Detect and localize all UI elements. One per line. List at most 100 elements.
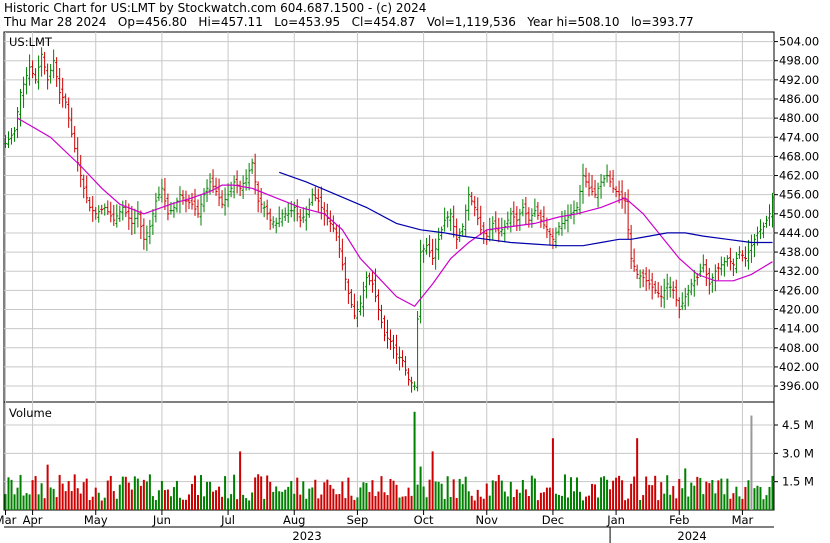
volume-bar [762, 499, 765, 510]
volume-bar [88, 500, 91, 510]
ohlc-bar [611, 169, 615, 193]
volume-bar [46, 464, 49, 510]
month-label: Feb [669, 513, 689, 527]
volume-bar [172, 487, 175, 510]
ohlc-bar [325, 203, 329, 226]
price-tick-label: 402.00 [779, 360, 819, 374]
ohlc-bar [461, 223, 465, 237]
volume-bar [645, 476, 648, 510]
ohlc-bar [689, 278, 693, 296]
volume-bar [209, 481, 212, 510]
volume-bar [242, 494, 245, 510]
volume-bar [49, 487, 52, 510]
volume-bar [43, 498, 46, 510]
ohlc-bar [148, 219, 152, 245]
volume-bar [190, 483, 193, 510]
volume-bar [720, 478, 723, 510]
volume-bar [248, 500, 251, 510]
ohlc-bar [331, 215, 335, 233]
ohlc-bar [758, 219, 762, 240]
month-label: Jun [152, 513, 171, 527]
ohlc-bar [674, 279, 678, 307]
volume-bar [551, 438, 554, 510]
ohlc-bar [587, 172, 591, 197]
ohlc-bar [136, 201, 140, 228]
ohlc-bar [109, 201, 113, 223]
volume-bar [696, 476, 699, 510]
volume-bar [600, 477, 603, 510]
ohlc-bar [470, 191, 474, 206]
volume-bar [100, 500, 103, 510]
ohlc-bar [710, 273, 714, 293]
ohlc-bar [395, 334, 399, 364]
volume-bar [326, 479, 329, 510]
ohlc-bar [346, 278, 350, 304]
volume-bar [497, 474, 500, 510]
volume-bar [636, 438, 639, 510]
ohlc-bar [665, 273, 669, 300]
volume-bar [359, 487, 362, 510]
volume-bar [184, 499, 187, 510]
ohlc-bar [740, 250, 744, 262]
volume-bar [687, 496, 690, 510]
volume-bar [311, 487, 314, 510]
volume-bar [648, 484, 651, 510]
month-label: Dec [542, 513, 564, 527]
volume-bar [344, 498, 347, 510]
ohlc-bar [479, 205, 483, 236]
ohlc-bar [352, 293, 356, 320]
volume-bar [482, 498, 485, 510]
ohlc-bar [223, 187, 227, 216]
volume-bar [314, 479, 317, 510]
ohlc-bar [319, 186, 323, 220]
volume-bar [765, 495, 768, 510]
ohlc-bar [629, 224, 633, 270]
ohlc-bar [677, 297, 681, 319]
ohlc-bar [392, 334, 396, 359]
volume-bar [461, 484, 464, 510]
volume-bar [353, 499, 356, 510]
volume-bar [290, 480, 293, 510]
volume-bar [10, 479, 13, 510]
volume-bar [633, 476, 636, 510]
volume-bar [443, 499, 446, 510]
ohlc-bar [181, 190, 185, 205]
volume-bar [723, 494, 726, 510]
volume-bar [133, 476, 136, 510]
price-tick-label: 504.00 [779, 35, 819, 49]
ohlc-bar [82, 174, 86, 199]
volume-bar [16, 487, 19, 510]
ohlc-bar [512, 201, 516, 227]
volume-bar [94, 487, 97, 510]
ohlc-bar [277, 206, 281, 228]
volume-bar [335, 494, 338, 510]
ohlc-bar [596, 182, 600, 208]
volume-bar [61, 483, 64, 510]
volume-bar [669, 494, 672, 510]
volume-bar [512, 497, 515, 510]
ohlc-bar [635, 264, 639, 280]
volume-tick-label: 1.5 M [782, 475, 814, 489]
ohlc-bar [85, 175, 89, 204]
volume-bar [67, 481, 70, 510]
volume-bar [582, 500, 585, 510]
ohlc-bar [106, 200, 110, 215]
month-label: Sep [347, 513, 369, 527]
ohlc-bar [605, 164, 609, 183]
volume-bar [506, 496, 509, 510]
price-tick-label: 462.00 [779, 169, 819, 183]
volume-bar [639, 499, 642, 510]
ohlc-bar [701, 254, 705, 273]
volume-bar [362, 482, 365, 510]
volume-bar [569, 477, 572, 510]
price-tick-label: 414.00 [779, 322, 819, 336]
ohlc-bar [4, 135, 8, 149]
volume-bar [464, 476, 467, 510]
volume-bar [392, 480, 395, 510]
ohlc-bar [271, 216, 275, 229]
ohlc-bar [337, 224, 341, 259]
volume-bar [404, 496, 407, 510]
volume-bar [377, 491, 380, 510]
ohlc-bar [431, 238, 435, 266]
